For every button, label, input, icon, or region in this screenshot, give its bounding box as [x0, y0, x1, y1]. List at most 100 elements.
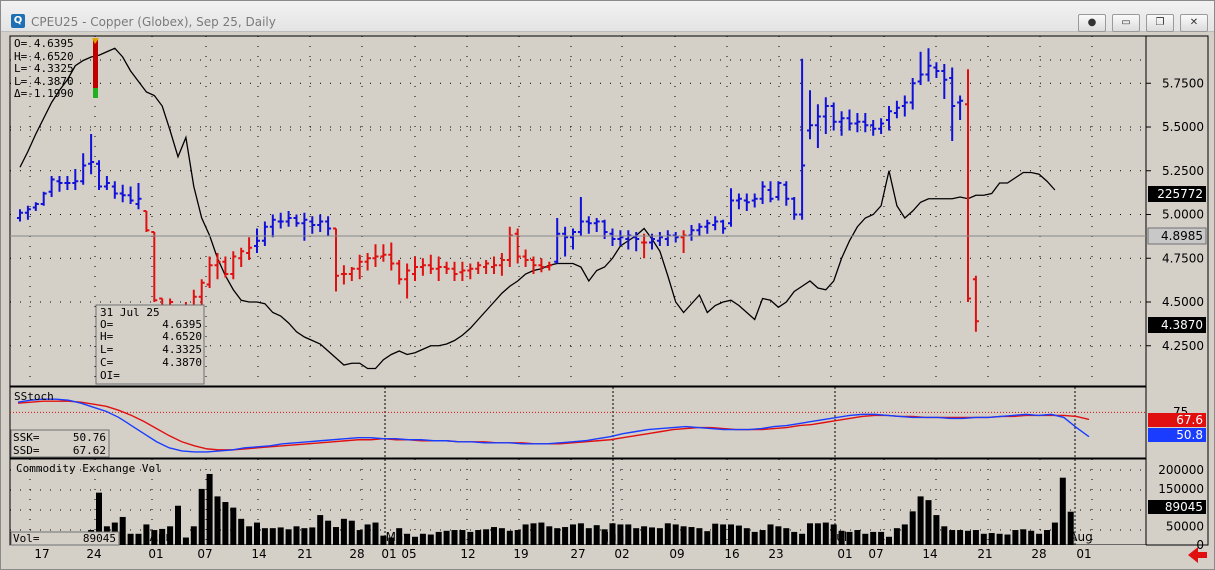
volume-bar [901, 524, 908, 545]
ohlc-bar [277, 212, 284, 229]
ohlc-bar [538, 258, 545, 273]
x-tick-label: 23 [768, 547, 783, 561]
ohlc-bar [56, 176, 63, 192]
stoch-readout: SSK= 50.76 SSD= 67.62 [10, 429, 110, 458]
ohlc-bar [127, 186, 134, 204]
volume-badge: 89045 [1148, 500, 1206, 514]
volume-bar [514, 530, 521, 545]
ohlc-bar [712, 216, 719, 231]
ohlc-bar [846, 109, 853, 131]
chart-app-icon: Q [11, 14, 25, 28]
ohlc-bar [325, 216, 332, 236]
svg-text:67.6: 67.6 [1176, 413, 1203, 427]
oi-series-line [19, 47, 1056, 370]
ohlc-bar [554, 218, 561, 264]
volume-bar [206, 473, 213, 545]
volume-bar [246, 526, 253, 545]
ohlc-bar [775, 181, 782, 201]
volume-bar [388, 537, 395, 545]
volume-bar [301, 528, 308, 545]
ohlc-bar [562, 226, 569, 257]
info-k-2: L= [100, 343, 114, 356]
close-button[interactable]: ✕ [1180, 14, 1208, 32]
y-axis-panel [1145, 35, 1209, 546]
volume-bar [340, 518, 347, 545]
volume-bar [222, 502, 229, 545]
ohlc-bar [522, 249, 529, 267]
volume-bar [1036, 533, 1043, 545]
volume-bar [1059, 477, 1066, 545]
ohlc-bar [459, 261, 466, 281]
svg-text:89045: 89045 [1165, 500, 1203, 514]
ohlc-bar [309, 216, 316, 234]
volume-bar [443, 530, 450, 545]
svg-text:50.8: 50.8 [1176, 428, 1203, 442]
ohlc-line-4: Δ=-1.1990 [14, 87, 74, 100]
volume-bar [728, 524, 734, 545]
volume-bar [704, 531, 711, 545]
ohlc-bar [412, 256, 418, 281]
ohlc-bar [577, 197, 584, 236]
volume-bar [988, 533, 995, 545]
volume-bar [396, 528, 403, 545]
minimize-button[interactable]: ▭ [1112, 14, 1140, 32]
volume-bar [451, 530, 458, 545]
x-tick-label: Jul [832, 530, 847, 544]
info-v-3: 4.3870 [162, 356, 202, 369]
ohlc-bar [751, 193, 758, 208]
ohlc-bar [514, 228, 521, 264]
record-button[interactable]: ● [1078, 14, 1106, 32]
ohlc-bar [799, 58, 806, 220]
ohlc-bar [206, 256, 213, 288]
y-tick-label: 4.7500 [1162, 251, 1204, 265]
close-icon: ✕ [1189, 17, 1199, 28]
ohlc-bar [783, 181, 790, 206]
x-axis-panel [10, 545, 1146, 565]
x-tick-label: 28 [349, 547, 364, 561]
ohlc-bar [151, 231, 158, 302]
title-bar[interactable]: Q CPEU25 - Copper (Globex), Sep 25, Dail… [1, 1, 1214, 32]
ohlc-bar [696, 223, 703, 236]
volume-bar [475, 530, 482, 545]
ohlc-bar [483, 260, 490, 274]
ohlc-bar [467, 263, 474, 280]
ssk-badge: 50.8 [1148, 428, 1206, 442]
volume-bar [285, 529, 292, 545]
volume-bar [656, 528, 663, 545]
volume-bar [498, 528, 505, 545]
volume-bar [870, 531, 877, 545]
scroll-right-arrow-icon[interactable] [1188, 547, 1207, 563]
volume-bar [427, 534, 434, 545]
ohlc-bar [901, 95, 908, 117]
volume-tick-label: 150000 [1158, 482, 1204, 496]
volume-bar [712, 523, 719, 545]
x-tick-label: 01 [837, 547, 852, 561]
ohlc-bar [759, 181, 766, 204]
x-tick-label: 17 [34, 547, 49, 561]
x-tick-label: Aug [1069, 530, 1092, 544]
ohlc-bar [135, 183, 142, 210]
ssd-badge: 67.6 [1148, 413, 1206, 427]
volume-bar [601, 529, 608, 545]
volume-bar [459, 530, 466, 545]
volume-bar [214, 496, 221, 545]
y-tick-label: 4.2500 [1162, 339, 1204, 353]
ohlc-bar [333, 227, 339, 292]
volume-bar [949, 530, 956, 545]
ohlc-bar [40, 191, 47, 206]
ohlc-bar [269, 214, 276, 238]
volume-readout: Vol= 89045 [10, 531, 120, 546]
volume-bar [404, 533, 411, 545]
ohlc-bar [546, 261, 553, 271]
ohlc-bar [609, 228, 616, 246]
y-axis-labels: 4.2500 4.5000 4.7500 5.0000 5.2500 5.5000 5.75… [1146, 76, 1204, 552]
volume-bar [372, 522, 379, 545]
ohlc-bar [254, 228, 260, 253]
ohlc-bar [143, 210, 150, 232]
x-tick-label: 28 [1031, 547, 1046, 561]
volume-bar [538, 522, 545, 545]
restore-button[interactable]: ❐ [1146, 14, 1174, 32]
ohlc-bar [72, 169, 79, 190]
ohlc-bar [972, 275, 979, 332]
